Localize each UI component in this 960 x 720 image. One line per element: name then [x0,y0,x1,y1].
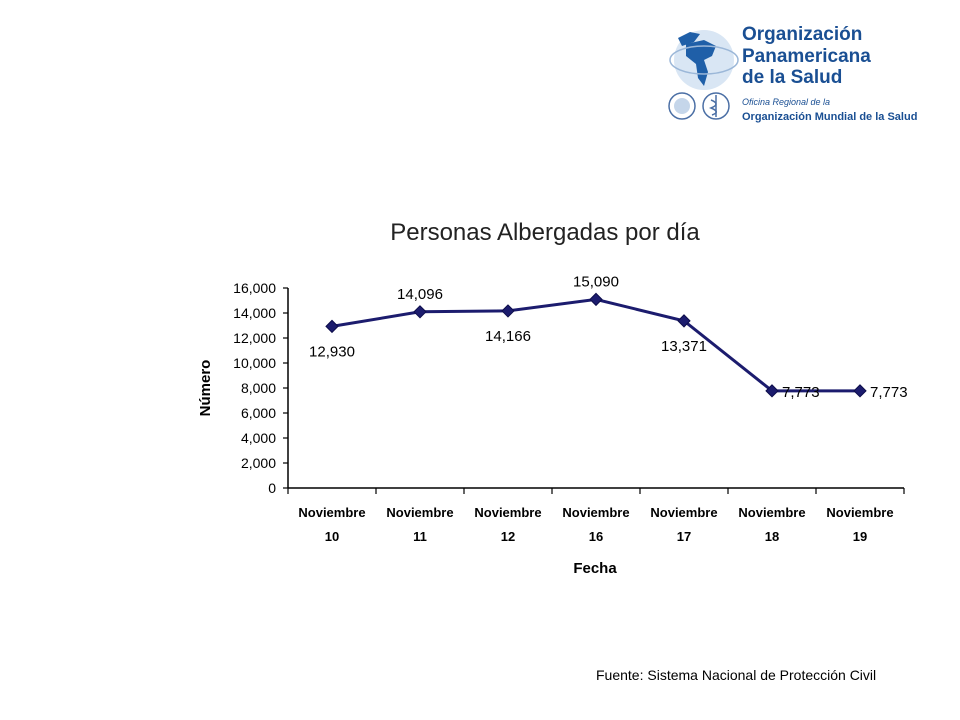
series-line [331,297,860,393]
data-label: 7,773 [870,384,908,401]
data-point-marker [677,314,691,328]
y-tick-label: 0 [268,480,276,496]
chart-title: Personas Albergadas por día [390,219,700,246]
y-tick-label: 8,000 [241,380,276,396]
y-tick-label: 12,000 [233,330,276,346]
logo-sub-line2: Organización Mundial de la Salud [742,111,917,123]
data-label: 13,371 [661,338,707,355]
logo-org-line1: Organización [742,24,862,45]
x-tick-label: Noviembre 10 [298,505,365,544]
globe-icon [669,30,739,90]
y-axis-label: Número [197,360,214,417]
data-label: 14,096 [397,286,443,303]
x-tick-label: Noviembre 19 [826,505,893,544]
x-axis-label: Fecha [573,560,617,577]
data-point-marker [765,384,779,398]
data-point-marker [325,319,339,334]
data-point-marker [501,304,515,318]
x-tick-label: Noviembre 17 [650,505,717,544]
x-tick-label: Noviembre 18 [738,505,805,544]
data-label: 15,090 [573,273,619,290]
y-tick-label: 4,000 [241,430,276,446]
source-note: Fuente: Sistema Nacional de Protección C… [596,667,877,683]
data-point-marker [413,305,427,319]
who-emblem-icon [702,92,730,120]
y-tick-label: 6,000 [241,405,276,421]
data-point-marker [589,292,603,307]
data-label: 14,166 [485,328,531,345]
y-tick-label: 10,000 [233,355,276,371]
logo-org-line2: Panamericana [742,46,871,67]
x-tick-label: Noviembre 12 [474,505,541,544]
y-tick-label: 2,000 [241,455,276,471]
y-tick-label: 16,000 [233,280,276,296]
data-label: 7,773 [782,384,820,401]
x-tick-label: Noviembre 16 [562,505,629,544]
paho-logo: Organización Panamericana de la Salud Of… [664,16,926,130]
logo-sub-line1: Oficina Regional de la [742,97,830,107]
data-point-marker [853,384,867,398]
data-label: 12,930 [309,343,355,360]
y-tick-label: 14,000 [233,305,276,321]
seal-icon [668,92,696,120]
x-tick-label: Noviembre 11 [386,505,453,544]
logo-org-line3: de la Salud [742,67,842,88]
